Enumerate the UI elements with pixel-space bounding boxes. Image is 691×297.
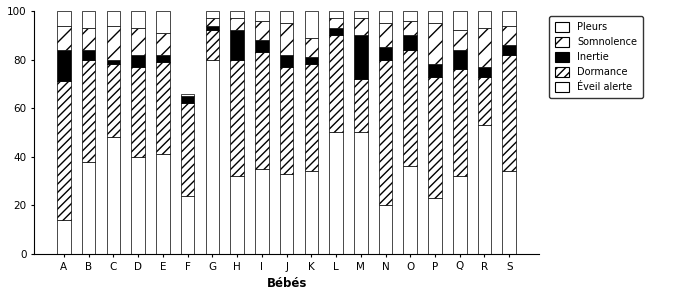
Legend: Pleurs, Somnolence, Inertie, Dormance, Éveil alerte: Pleurs, Somnolence, Inertie, Dormance, É… — [549, 16, 643, 98]
Bar — [82, 162, 95, 254]
Bar — [354, 11, 368, 18]
Bar — [354, 79, 368, 132]
Bar — [453, 30, 466, 50]
Bar — [57, 50, 70, 81]
Bar — [404, 166, 417, 254]
Bar — [379, 48, 392, 59]
Bar — [305, 57, 318, 64]
Bar — [428, 23, 442, 64]
Bar — [280, 174, 294, 254]
Bar — [106, 26, 120, 59]
Bar — [131, 157, 145, 254]
Bar — [428, 77, 442, 198]
Bar — [230, 18, 244, 30]
Bar — [477, 125, 491, 254]
Bar — [502, 171, 516, 254]
Bar — [354, 132, 368, 254]
Bar — [305, 11, 318, 38]
Bar — [156, 154, 170, 254]
Bar — [255, 40, 269, 52]
Bar — [502, 55, 516, 171]
Bar — [181, 96, 194, 103]
Bar — [379, 205, 392, 254]
Bar — [255, 21, 269, 40]
Bar — [106, 64, 120, 137]
Bar — [354, 35, 368, 79]
Bar — [156, 62, 170, 154]
Bar — [428, 64, 442, 77]
Bar — [330, 132, 343, 254]
Bar — [404, 50, 417, 166]
Bar — [502, 26, 516, 45]
Bar — [354, 18, 368, 35]
Bar — [404, 21, 417, 35]
Bar — [453, 11, 466, 30]
Bar — [82, 28, 95, 50]
Bar — [57, 81, 70, 220]
Bar — [453, 176, 466, 254]
Bar — [502, 11, 516, 26]
Bar — [404, 11, 417, 21]
Bar — [280, 23, 294, 55]
Bar — [379, 23, 392, 48]
X-axis label: Bébés: Bébés — [267, 277, 307, 290]
Bar — [206, 59, 219, 254]
Bar — [477, 67, 491, 77]
Bar — [255, 11, 269, 21]
Bar — [82, 50, 95, 59]
Bar — [477, 77, 491, 125]
Bar — [230, 59, 244, 176]
Bar — [57, 26, 70, 50]
Bar — [181, 103, 194, 195]
Bar — [131, 55, 145, 67]
Bar — [404, 35, 417, 50]
Bar — [230, 176, 244, 254]
Bar — [428, 11, 442, 23]
Bar — [305, 38, 318, 57]
Bar — [131, 11, 145, 28]
Bar — [502, 45, 516, 55]
Bar — [330, 35, 343, 132]
Bar — [206, 18, 219, 26]
Bar — [206, 26, 219, 30]
Bar — [255, 52, 269, 169]
Bar — [379, 11, 392, 23]
Bar — [82, 59, 95, 162]
Bar — [280, 55, 294, 67]
Bar — [206, 11, 219, 18]
Bar — [330, 28, 343, 35]
Bar — [305, 64, 318, 171]
Bar — [230, 30, 244, 59]
Bar — [181, 195, 194, 254]
Bar — [106, 137, 120, 254]
Bar — [280, 11, 294, 23]
Bar — [131, 67, 145, 157]
Bar — [206, 30, 219, 59]
Bar — [82, 11, 95, 28]
Bar — [57, 220, 70, 254]
Bar — [305, 171, 318, 254]
Bar — [57, 11, 70, 26]
Bar — [379, 59, 392, 205]
Bar — [477, 28, 491, 67]
Bar — [156, 11, 170, 33]
Bar — [181, 94, 194, 96]
Bar — [330, 11, 343, 18]
Bar — [255, 169, 269, 254]
Bar — [477, 11, 491, 28]
Bar — [230, 11, 244, 18]
Bar — [453, 69, 466, 176]
Bar — [156, 55, 170, 62]
Bar — [428, 198, 442, 254]
Bar — [106, 59, 120, 64]
Bar — [453, 50, 466, 69]
Bar — [280, 67, 294, 174]
Bar — [156, 33, 170, 55]
Bar — [131, 28, 145, 55]
Bar — [330, 18, 343, 28]
Bar — [106, 11, 120, 26]
